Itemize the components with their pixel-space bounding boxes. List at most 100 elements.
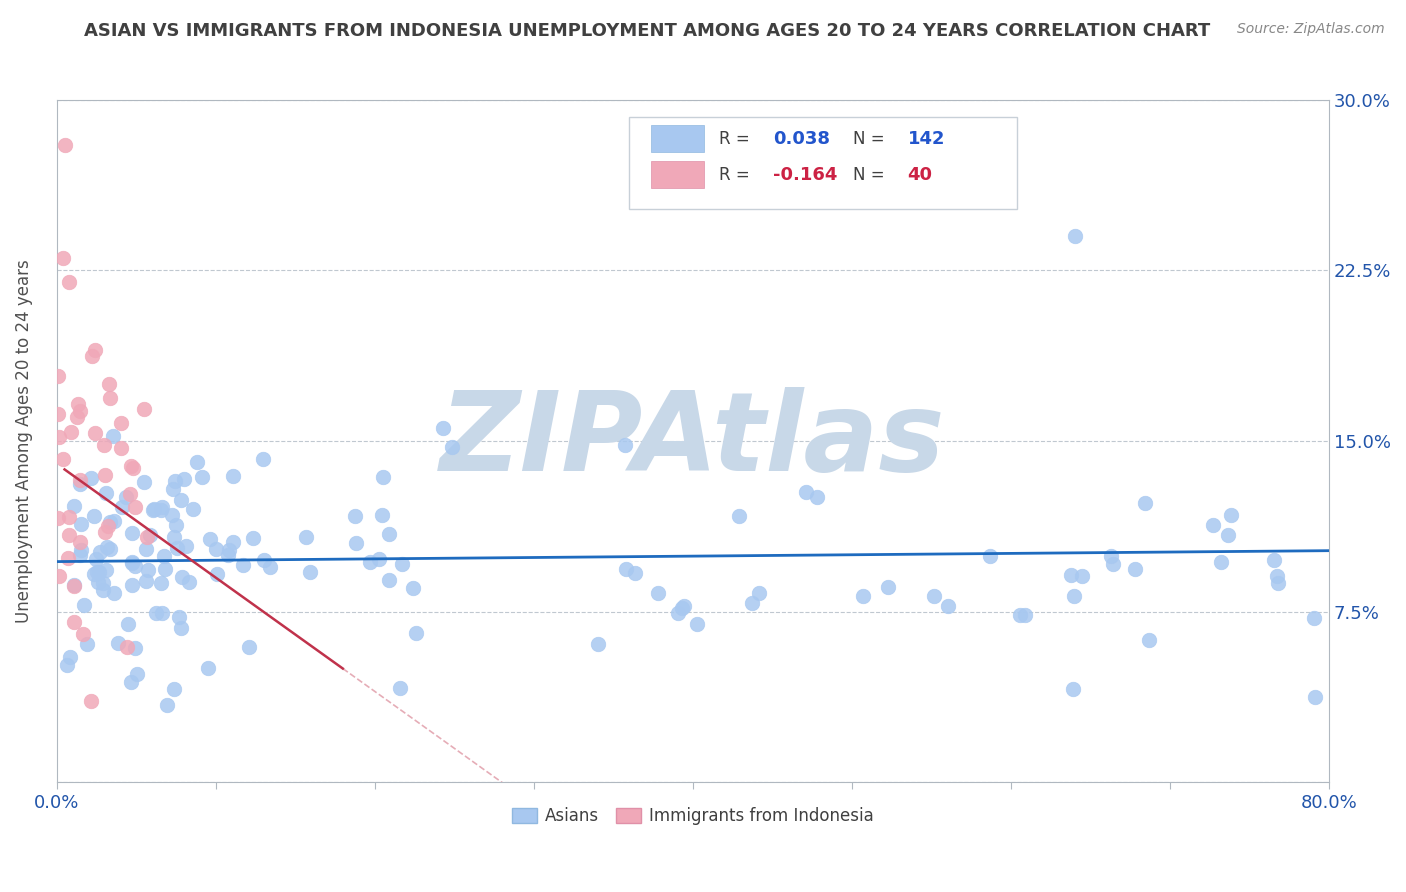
Point [936, 599, 959, 614]
Point [117, 616, 139, 631]
Point [432, 421, 454, 435]
Point [170, 570, 193, 584]
Point [806, 490, 828, 504]
Point [66, 397, 89, 411]
Point [76, 637, 98, 651]
Text: 0.038: 0.038 [773, 129, 830, 147]
Point [46, 511, 69, 525]
Text: N =: N = [853, 129, 890, 147]
Point [204, 542, 226, 557]
Point [295, 530, 318, 544]
Point [1062, 681, 1084, 696]
Point [66, 409, 89, 424]
Point [191, 470, 214, 484]
Point [222, 468, 245, 483]
Point [94, 563, 117, 577]
Point [84, 343, 107, 358]
Point [163, 530, 186, 544]
Point [98, 541, 121, 556]
Point [166, 541, 188, 555]
Point [58, 275, 80, 289]
Point [138, 528, 160, 542]
Point [165, 518, 187, 533]
Text: -0.164: -0.164 [773, 166, 837, 184]
Point [91, 576, 114, 591]
Point [84, 426, 107, 441]
Point [624, 566, 647, 580]
Point [63, 499, 86, 513]
Text: 142: 142 [908, 129, 945, 147]
Point [72, 598, 94, 612]
Point [153, 561, 176, 575]
Point [1008, 608, 1031, 623]
Point [405, 626, 427, 640]
Point [647, 586, 669, 600]
Point [63, 578, 86, 592]
Point [876, 580, 898, 594]
Point [170, 621, 193, 635]
Point [103, 586, 125, 600]
Point [80, 470, 103, 484]
Point [107, 636, 129, 650]
Point [121, 460, 143, 475]
Point [142, 502, 165, 516]
Point [60, 425, 83, 439]
Text: Source: ZipAtlas.com: Source: ZipAtlas.com [1237, 22, 1385, 37]
Point [98, 376, 121, 391]
Point [163, 681, 186, 696]
Point [121, 556, 143, 570]
Point [153, 549, 176, 563]
Text: 40: 40 [908, 166, 932, 184]
Point [748, 586, 770, 600]
Point [83, 508, 105, 523]
Point [1014, 607, 1036, 622]
Point [218, 543, 240, 558]
Point [101, 429, 124, 443]
Point [1202, 517, 1225, 532]
Point [1267, 575, 1289, 590]
Point [979, 549, 1001, 564]
Point [91, 583, 114, 598]
Point [198, 532, 221, 546]
Point [174, 539, 197, 553]
Point [586, 637, 609, 651]
Point [69, 404, 91, 418]
Point [118, 487, 141, 501]
Point [56, 657, 79, 672]
Point [298, 565, 321, 579]
Point [1216, 528, 1239, 542]
Point [69, 476, 91, 491]
Point [378, 527, 401, 541]
Text: R =: R = [720, 129, 755, 147]
Point [63, 579, 86, 593]
Point [53, 138, 76, 153]
Point [1064, 229, 1087, 244]
Point [391, 557, 413, 571]
Point [1063, 589, 1085, 603]
Point [103, 514, 125, 528]
Point [87, 574, 110, 589]
Text: N =: N = [853, 166, 890, 184]
Point [135, 574, 157, 588]
Point [136, 530, 159, 544]
Point [69, 543, 91, 558]
Bar [651, 125, 704, 153]
Point [614, 562, 637, 576]
Point [46, 368, 69, 383]
Point [69, 473, 91, 487]
Point [1123, 562, 1146, 576]
Point [58, 509, 80, 524]
Point [378, 574, 401, 588]
Point [1133, 496, 1156, 510]
Point [52, 251, 75, 265]
Point [84, 552, 107, 566]
Point [63, 615, 86, 629]
Point [132, 401, 155, 416]
Point [124, 640, 146, 655]
Point [156, 698, 179, 712]
Point [671, 600, 693, 615]
Point [666, 606, 689, 620]
Point [124, 500, 146, 515]
Point [72, 627, 94, 641]
Point [115, 640, 138, 655]
